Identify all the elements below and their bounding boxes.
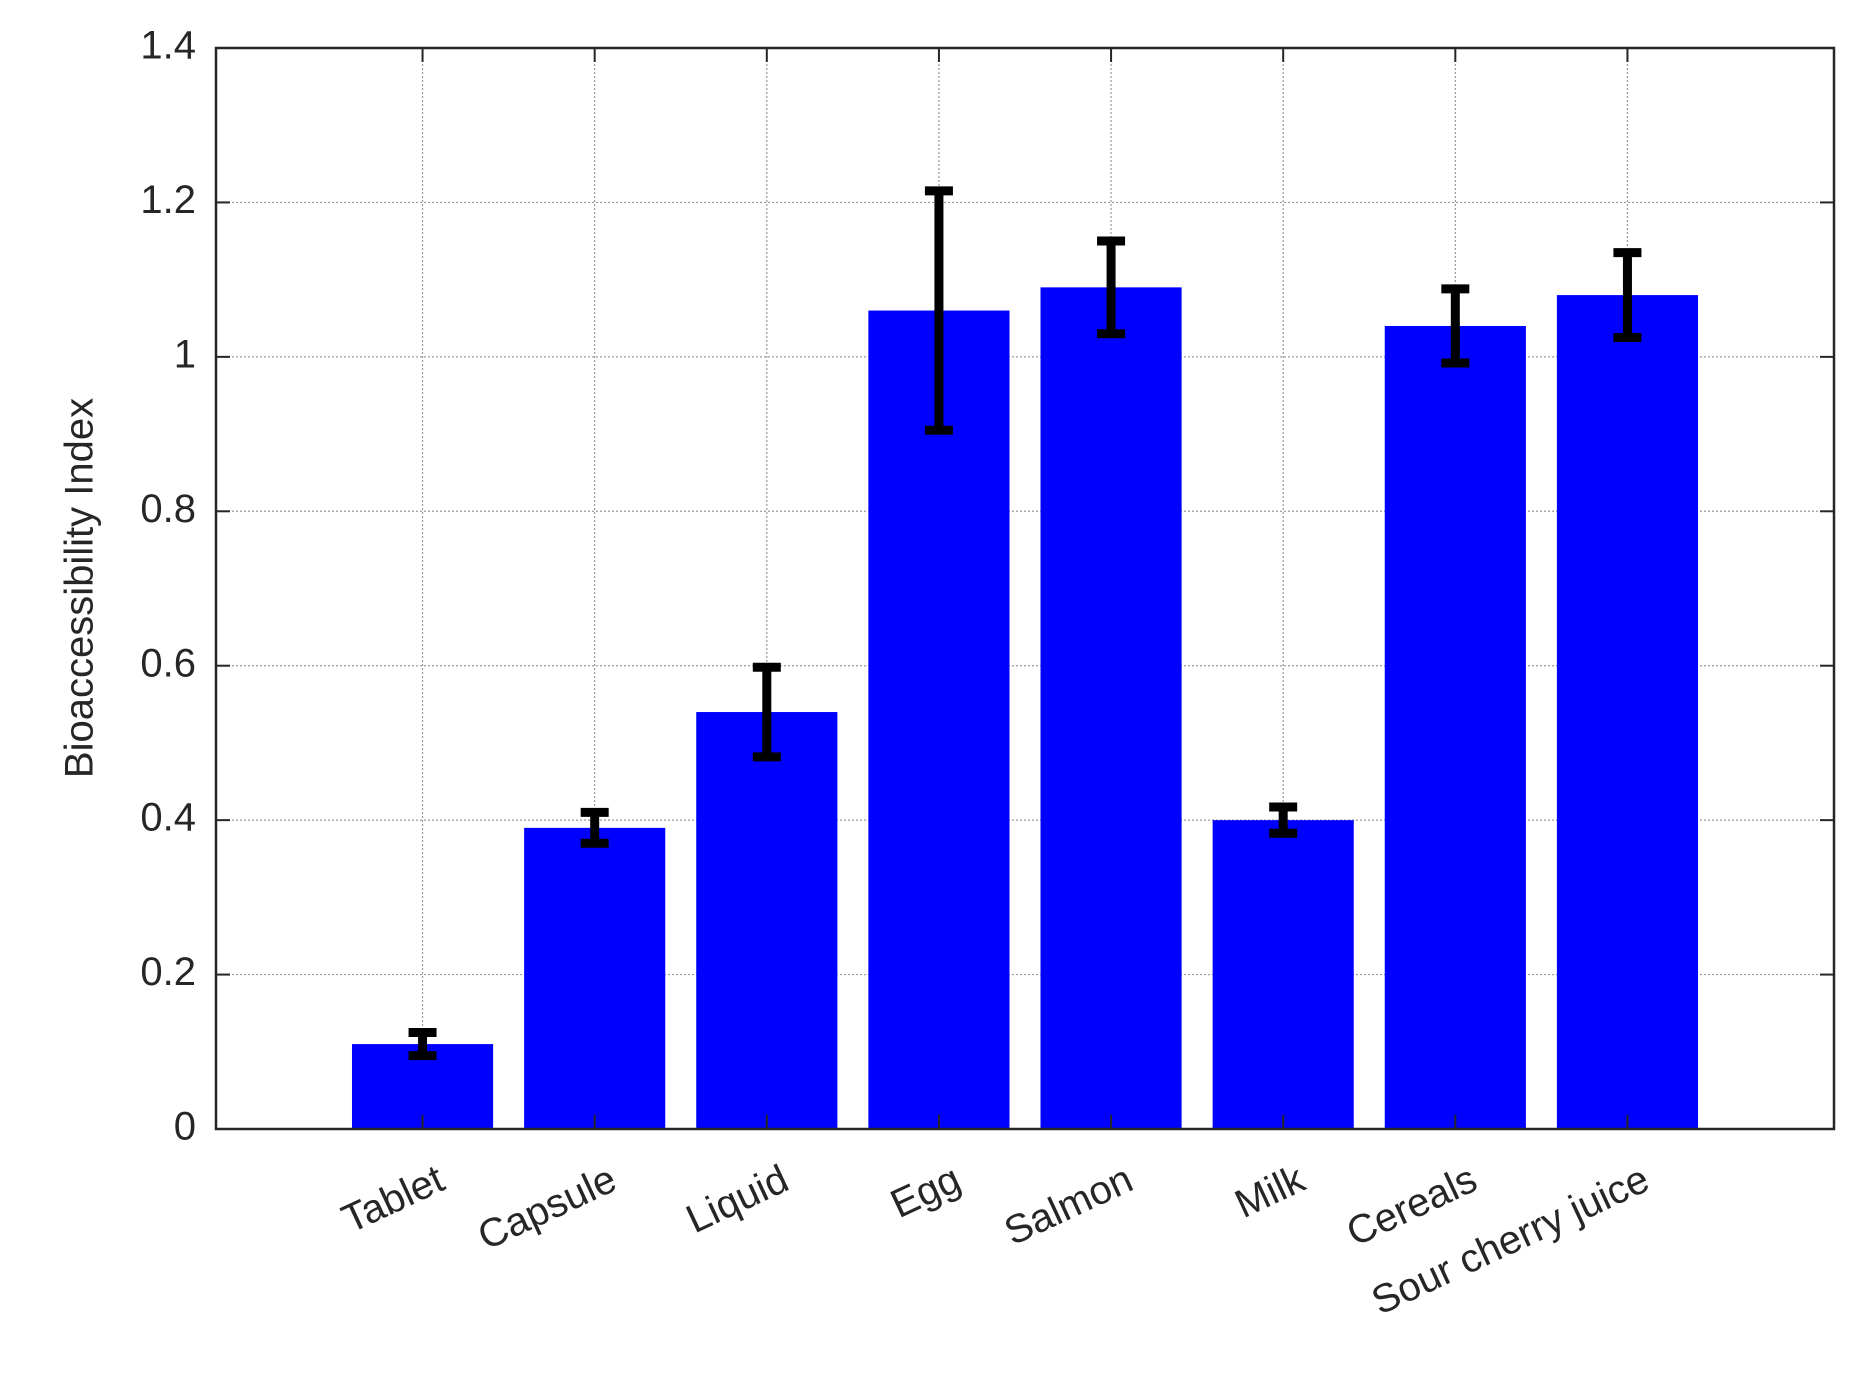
x-tick-label: Milk: [1228, 1156, 1312, 1226]
bar: [868, 310, 1010, 1129]
y-tick-label: 0: [174, 1105, 196, 1149]
error-bar: [1269, 802, 1298, 838]
x-tick-label: Capsule: [471, 1157, 623, 1259]
y-tick-label: 0.4: [140, 796, 196, 840]
bar: [1212, 820, 1354, 1129]
error-bar: [1097, 236, 1126, 339]
bar: [1384, 325, 1526, 1129]
x-tick-label: Tablet: [335, 1157, 450, 1242]
error-bar: [1441, 284, 1470, 368]
bar: [524, 827, 666, 1129]
bar: [1556, 295, 1699, 1130]
error-bar: [408, 1027, 437, 1061]
x-tick-label: Salmon: [998, 1157, 1140, 1254]
bar: [1040, 287, 1182, 1130]
error-bar: [752, 662, 781, 762]
y-tick-label: 1: [174, 332, 196, 376]
plot-frame: [214, 46, 1836, 1131]
error-bar: [580, 807, 609, 848]
x-tick-label: Egg: [884, 1157, 967, 1227]
y-tick-label: 1.2: [140, 178, 196, 222]
error-bar: [1613, 248, 1642, 343]
bar: [696, 712, 838, 1129]
y-tick-label: 0.2: [140, 950, 196, 994]
y-tick-label: 0.8: [140, 487, 196, 531]
error-bar: [924, 186, 953, 435]
y-axis-label: Bioaccessibility Index: [58, 398, 102, 778]
y-tick-label: 1.4: [140, 24, 196, 68]
x-tick-label: Liquid: [680, 1157, 795, 1242]
x-tick-label: Sour cherry juice: [1365, 1157, 1656, 1324]
y-tick-label: 0.6: [140, 641, 196, 685]
